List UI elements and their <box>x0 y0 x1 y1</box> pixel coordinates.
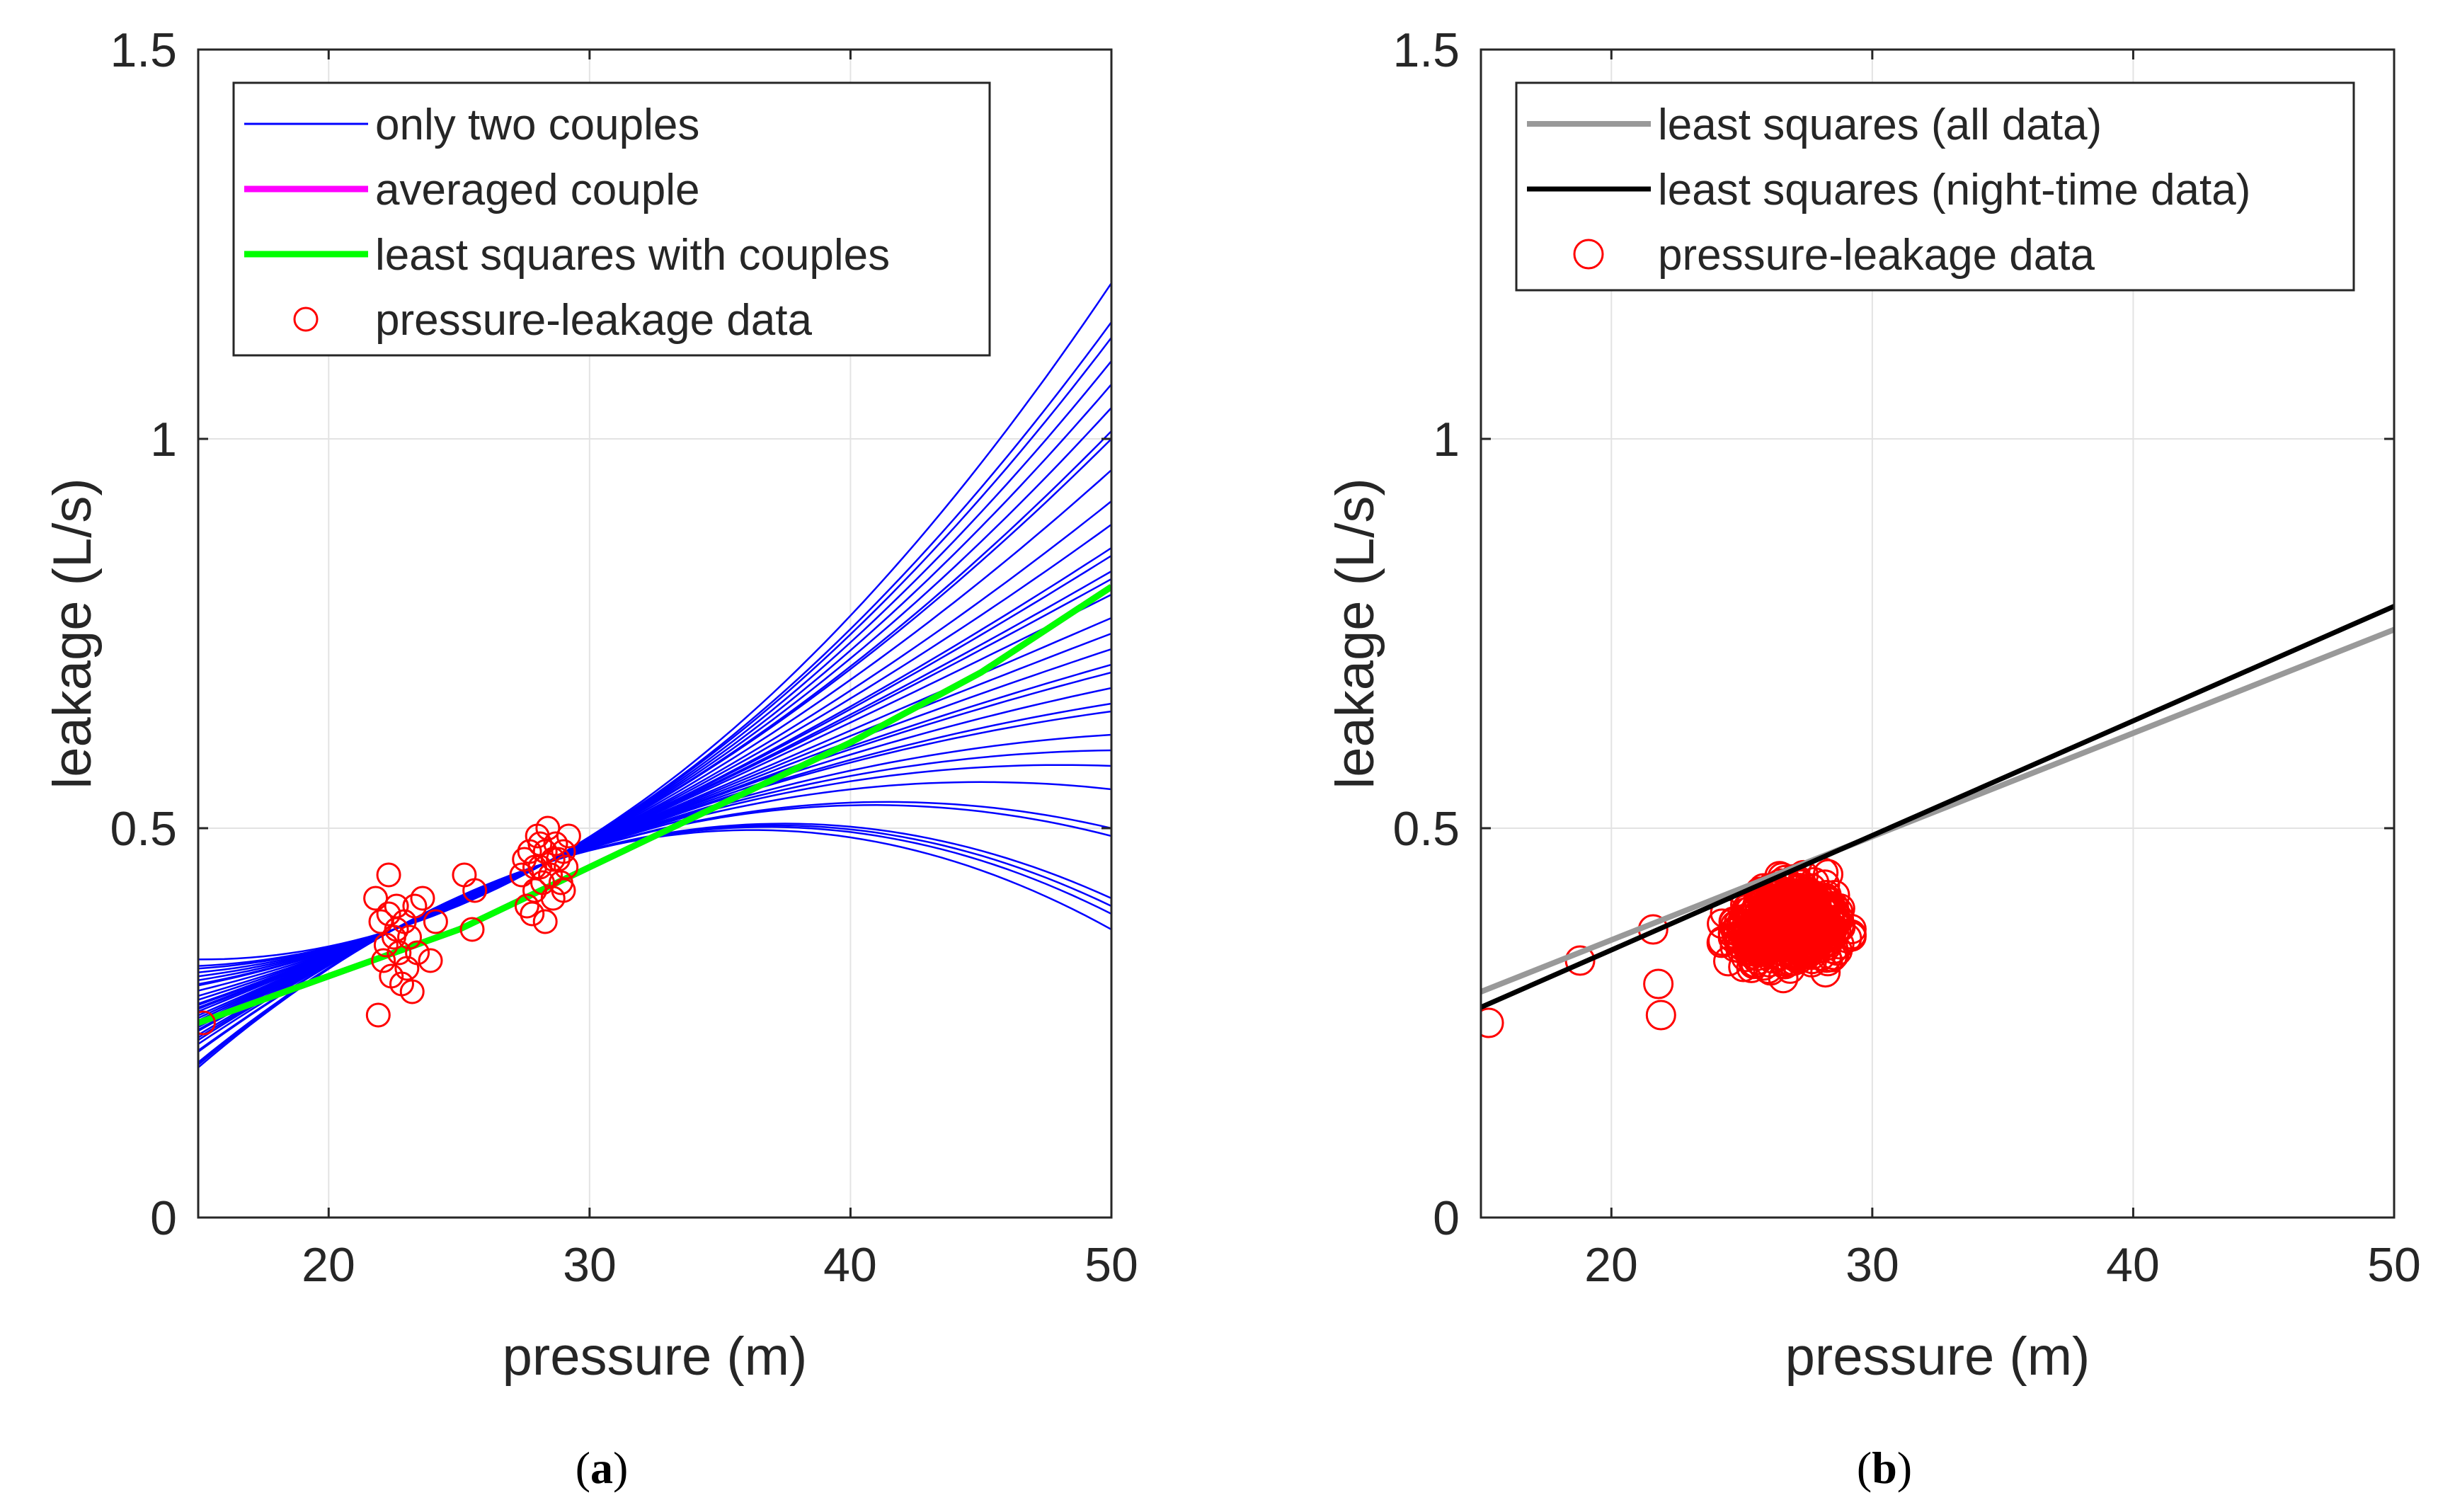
data-point <box>1713 946 1744 977</box>
data-point <box>371 948 396 973</box>
axes-box-b <box>1480 48 2396 1219</box>
y-tick-label: 0 <box>150 1191 177 1245</box>
data-point <box>462 878 488 903</box>
x-tick-label: 50 <box>2367 1238 2421 1292</box>
y-tick-labels-b: 0 0.5 1 1.5 <box>1392 23 1460 1245</box>
legend-label: averaged couple <box>375 166 699 214</box>
data-point <box>365 1002 391 1028</box>
data-point <box>1819 905 1850 936</box>
legend-label: pressure-leakage data <box>375 296 812 345</box>
ticks-a <box>198 48 1113 1219</box>
least-squares-couples-line <box>198 584 1111 1026</box>
data-point <box>1645 1000 1676 1031</box>
y-tick-label: 1 <box>1433 413 1460 466</box>
y-tick-label: 0 <box>1433 1191 1460 1245</box>
legend-label: least squares (night-time data) <box>1658 166 2250 214</box>
x-tick-labels-b: 20 30 40 50 <box>1584 1238 2421 1292</box>
x-tick-label: 30 <box>1845 1238 1899 1292</box>
caption-a: (a) <box>576 1443 629 1493</box>
x-tick-label: 20 <box>1584 1238 1638 1292</box>
axes-box-a <box>197 48 1113 1219</box>
y-tick-labels-a: 0 0.5 1 1.5 <box>110 23 177 1245</box>
x-tick-label: 40 <box>2106 1238 2160 1292</box>
data-point <box>376 862 401 888</box>
data-point <box>1768 963 1799 994</box>
least-squares-night-time-line <box>1481 604 2394 1010</box>
y-axis-label-b: leakage (L/s) <box>1325 478 1385 789</box>
data-point <box>376 901 401 927</box>
ticks-b <box>1481 48 2396 1219</box>
legend-label: least squares with couples <box>375 231 890 280</box>
legend-b: least squares (all data) least squares (… <box>1515 81 2355 292</box>
y-tick-label: 1.5 <box>110 23 177 77</box>
y-tick-label: 0.5 <box>1392 802 1460 856</box>
x-tick-label: 30 <box>563 1238 617 1292</box>
x-tick-label: 40 <box>823 1238 877 1292</box>
data-point <box>384 893 409 919</box>
x-axis-label-b: pressure (m) <box>1785 1327 2090 1387</box>
legend-marker-data <box>1573 239 1604 270</box>
least-squares-all-data-line <box>1481 626 2394 995</box>
x-tick-label: 50 <box>1084 1238 1138 1292</box>
data-point <box>527 831 553 857</box>
data-point <box>399 979 425 1004</box>
data-point <box>532 909 558 934</box>
data-point <box>1481 1007 1504 1038</box>
data-point <box>410 886 435 911</box>
legend-label: pressure-leakage data <box>1658 231 2095 280</box>
data-point <box>514 893 539 919</box>
data-point <box>1797 881 1828 912</box>
data-point <box>198 1010 216 1036</box>
data-point <box>551 878 576 903</box>
data-point <box>522 854 547 880</box>
legend-label: only two couples <box>375 101 699 149</box>
x-tick-label: 20 <box>302 1238 355 1292</box>
caption-b: (b) <box>1857 1443 1912 1493</box>
data-point <box>1643 968 1674 1000</box>
data-point <box>1775 923 1807 954</box>
couple-curve <box>198 282 1111 961</box>
legend-marker-data <box>293 307 319 332</box>
legend-a: only two couples averaged couple least s… <box>232 81 991 357</box>
x-axis-label-a: pressure (m) <box>503 1327 808 1387</box>
data-point <box>1801 887 1832 918</box>
x-tick-labels-a: 20 30 40 50 <box>302 1238 1138 1292</box>
data-point <box>402 893 428 919</box>
y-axis-label-a: leakage (L/s) <box>42 478 103 789</box>
data-point <box>397 924 423 950</box>
data-point <box>1768 905 1799 937</box>
data-point <box>1717 922 1749 953</box>
legend-box-b <box>1515 81 2355 292</box>
y-tick-label: 1.5 <box>1392 23 1460 77</box>
y-tick-label: 0.5 <box>110 802 177 856</box>
data-point <box>423 909 448 934</box>
scatter-cloud-b <box>1481 857 1867 1038</box>
legend-box-a <box>232 81 991 357</box>
data-point <box>1765 907 1796 939</box>
data-point <box>543 831 568 857</box>
legend-label: least squares (all data) <box>1658 101 2102 149</box>
chart-panel-a: 20 30 40 50 0 0.5 1 1.5 pressure (m) lea… <box>42 23 1138 1387</box>
data-point <box>459 917 485 942</box>
y-tick-label: 1 <box>150 413 177 466</box>
data-point <box>1736 921 1767 952</box>
data-point <box>418 948 443 973</box>
data-point <box>556 823 581 849</box>
chart-panel-b: 20 30 40 50 0 0.5 1 1.5 pressure (m) lea… <box>1325 23 2421 1387</box>
data-point <box>1758 915 1790 946</box>
data-point <box>405 940 430 966</box>
scatter-points-a <box>198 815 581 1036</box>
